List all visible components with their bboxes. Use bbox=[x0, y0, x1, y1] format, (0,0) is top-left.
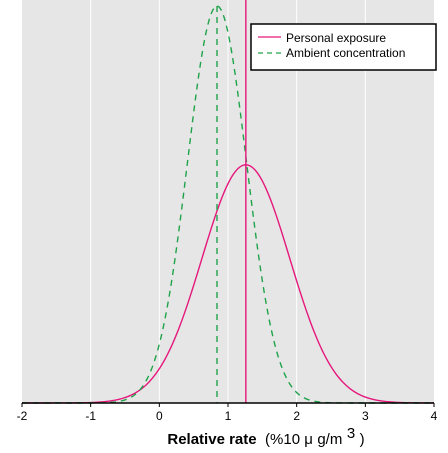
x-ticks: -2 -1 0 1 2 3 4 bbox=[17, 403, 438, 423]
x-tick-label-4: 2 bbox=[293, 409, 300, 423]
x-tick-label-5: 3 bbox=[362, 409, 369, 423]
x-tick-label-2: 0 bbox=[156, 409, 163, 423]
x-axis-title-main: Relative rate bbox=[167, 431, 256, 448]
legend: Personal exposure Ambient concentration bbox=[250, 23, 437, 71]
series-markers bbox=[216, 0, 247, 403]
legend-label-ambient-concentration: Ambient concentration bbox=[286, 46, 405, 60]
x-tick-label-0: -2 bbox=[17, 409, 28, 423]
x-tick-label-3: 1 bbox=[225, 409, 232, 423]
x-axis-title-unit-suffix: ) bbox=[360, 431, 365, 448]
x-axis-title: Relative rate (%10 μ g/m 3 ) bbox=[167, 425, 364, 448]
x-tick-label-1: -1 bbox=[85, 409, 96, 423]
x-axis-title-unit-body: g/m bbox=[317, 431, 342, 448]
legend-label-personal-exposure: Personal exposure bbox=[286, 31, 386, 45]
x-axis-title-unit-sup: 3 bbox=[347, 425, 355, 442]
x-tick-label-6: 4 bbox=[431, 409, 438, 423]
x-axis-title-unit-prefix: (%10 bbox=[265, 431, 304, 448]
x-axis-title-unit-mu: μ bbox=[304, 431, 313, 448]
legend-box bbox=[250, 23, 437, 71]
